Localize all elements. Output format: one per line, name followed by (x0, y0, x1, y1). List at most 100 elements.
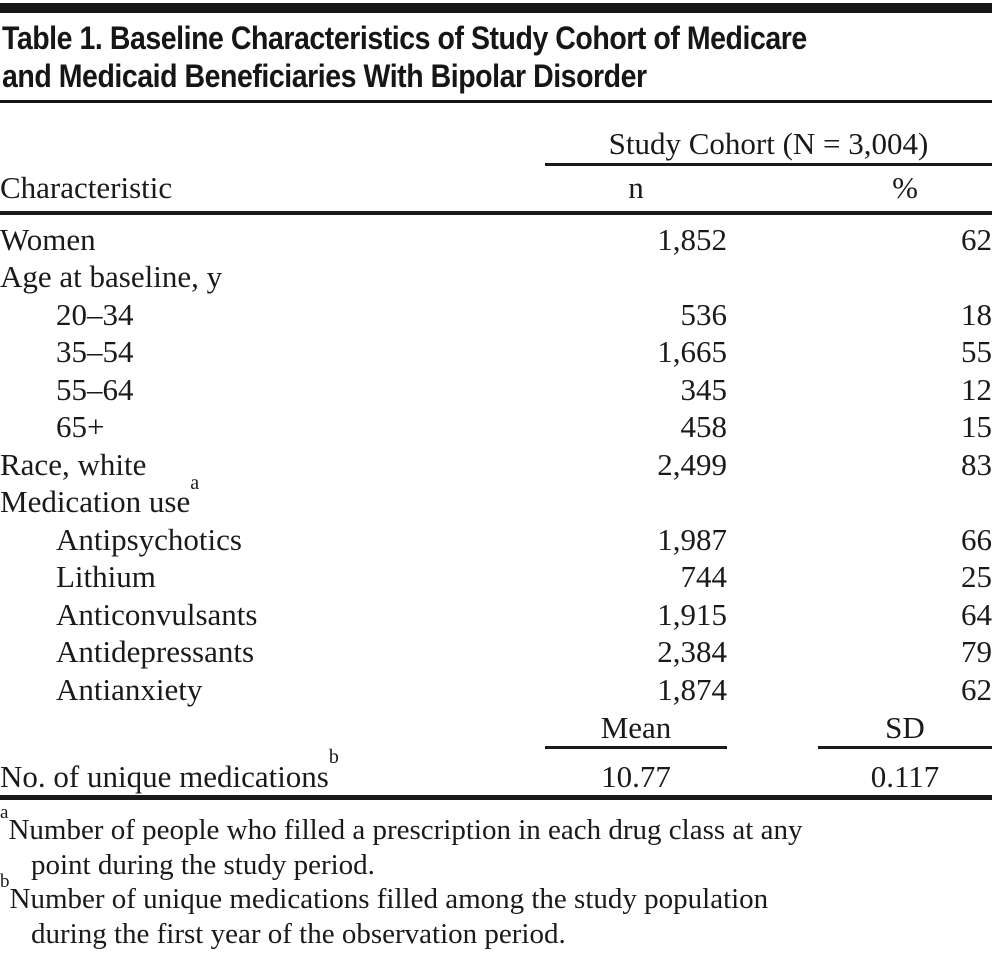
n-value: 1,915 (657, 596, 727, 632)
n-value: 1,987 (657, 521, 727, 557)
table-row: 65+ 458 15 (0, 408, 992, 446)
n-value: 2,384 (657, 634, 727, 669)
n-value: 2,499 (657, 446, 727, 482)
footnote-b-line-2: during the first year of the observation… (31, 917, 566, 950)
spanner-row: Study Cohort (N = 3,004) (0, 107, 992, 166)
footnote-marker-b: b (328, 746, 339, 769)
stats-header-spacer (0, 708, 545, 748)
row-label: 55–64 (56, 371, 134, 407)
column-header-percent: % (818, 164, 992, 215)
mean-header: Mean (545, 708, 727, 749)
row-label: Women (0, 221, 96, 257)
percent-value: 25 (961, 559, 992, 594)
table-row: Anticonvulsants 1,915 64 (0, 596, 992, 634)
top-rule (0, 3, 992, 13)
column-gap (727, 558, 818, 596)
column-gap (727, 296, 818, 334)
footnote-b-line-1: bNumber of unique medications filled amo… (0, 872, 992, 917)
stats-value-row: No. of unique medicationsb 10.77 0.117 (0, 746, 992, 800)
column-gap (727, 521, 818, 559)
footnote-a-marker: a (0, 802, 9, 824)
n-value: 536 (680, 296, 728, 332)
row-label: Anticonvulsants (56, 596, 258, 632)
mean-value: 10.77 (545, 747, 727, 800)
title-rule (0, 100, 992, 103)
column-gap (727, 333, 818, 371)
spanner-heading: Study Cohort (N = 3,004) (545, 107, 992, 166)
n-value: 744 (680, 559, 728, 594)
row-label: 20–34 (56, 296, 134, 332)
footnote-b-marker: b (0, 871, 10, 893)
row-label: Medication use (0, 484, 191, 519)
percent-value: 12 (961, 371, 992, 407)
footnotes: aNumber of people who filled a prescript… (0, 803, 992, 951)
row-label: Lithium (56, 559, 156, 594)
baseline-characteristics-table: Study Cohort (N = 3,004) Characteristic … (0, 107, 992, 800)
percent-value: 18 (961, 296, 992, 332)
percent-value: 62 (961, 671, 992, 707)
column-gap (727, 596, 818, 634)
column-gap (727, 408, 818, 446)
table-row: 20–34 536 18 (0, 296, 992, 334)
row-label: Age at baseline, y (0, 259, 223, 294)
percent-value: 83 (961, 446, 992, 482)
stats-header-row: Mean SD (0, 708, 992, 749)
table-title-line-2: and Medicaid Beneficiaries With Bipolar … (2, 58, 647, 94)
row-label: Antipsychotics (56, 521, 242, 557)
n-value: 1,665 (657, 334, 727, 369)
row-label: 35–54 (56, 334, 134, 369)
n-value: 458 (680, 409, 728, 444)
n-value (545, 258, 727, 296)
percent-value (818, 483, 992, 521)
percent-value: 64 (961, 596, 992, 632)
row-label: No. of unique medications (0, 758, 329, 794)
percent-value: 15 (961, 409, 992, 444)
table-row: Age at baseline, y (0, 258, 992, 296)
footnote-marker-a: a (190, 471, 200, 494)
column-gap (727, 747, 818, 800)
spanner-spacer (0, 107, 545, 164)
row-label: Antidepressants (56, 634, 255, 669)
row-label: 65+ (56, 409, 105, 444)
table-row: Antidepressants 2,384 79 (0, 633, 992, 671)
percent-value: 62 (961, 221, 992, 257)
sd-value: 0.117 (818, 747, 992, 800)
footnote-a-line-1: aNumber of people who filled a prescript… (0, 803, 992, 848)
column-header-characteristic: Characteristic (0, 164, 545, 215)
table-row: Antianxiety 1,874 62 (0, 671, 992, 709)
column-gap (727, 671, 818, 709)
column-gap (727, 446, 818, 484)
column-gap (727, 164, 818, 215)
n-value: 345 (680, 371, 728, 407)
table-row: Antipsychotics 1,987 66 (0, 521, 992, 559)
n-value: 1,852 (657, 221, 727, 257)
column-header-n: n (545, 164, 727, 215)
footnote-a-text: Number of people who filled a prescripti… (8, 814, 803, 846)
column-gap (727, 633, 818, 671)
table-row: Women 1,852 62 (0, 213, 992, 259)
n-value (545, 483, 727, 521)
percent-value: 66 (961, 521, 992, 557)
n-value: 1,874 (657, 671, 727, 707)
table-row: 55–64 345 12 (0, 371, 992, 409)
footnote-a-line-2: point during the study period. (31, 848, 375, 881)
column-gap (727, 371, 818, 409)
row-label: Antianxiety (56, 671, 203, 707)
column-gap (727, 708, 818, 748)
table-title-line-1: Table 1. Baseline Characteristics of Stu… (2, 20, 807, 56)
column-gap (727, 213, 818, 259)
column-gap (727, 483, 818, 521)
table-row: Lithium 744 25 (0, 558, 992, 596)
table-title: Table 1. Baseline Characteristics of Stu… (2, 19, 883, 95)
column-header-row: Characteristic n % (0, 164, 992, 215)
footnote-b-text: Number of unique medications filled amon… (9, 883, 769, 915)
percent-value (818, 258, 992, 296)
table-row: Race, white 2,499 83 (0, 446, 992, 484)
percent-value: 55 (961, 334, 992, 369)
row-label: Race, white (0, 446, 147, 482)
percent-value: 79 (961, 634, 992, 669)
sd-header: SD (818, 708, 992, 749)
table-row: Medication usea (0, 473, 992, 521)
table-row: 35–54 1,665 55 (0, 333, 992, 371)
